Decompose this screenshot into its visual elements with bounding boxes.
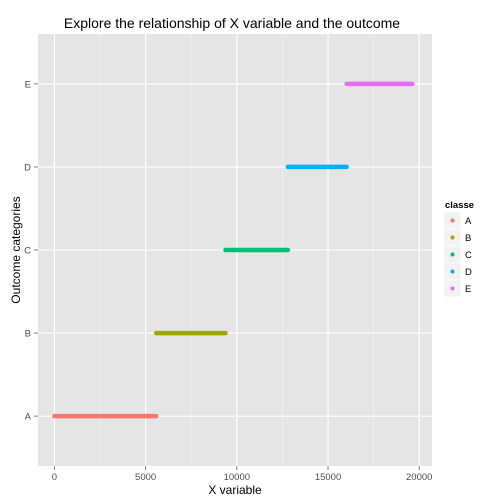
legend-marker-c	[450, 252, 455, 257]
y-tick-label: D	[24, 162, 31, 173]
x-tick-label: 20000	[406, 472, 432, 483]
chart-title: Explore the relationship of X variable a…	[64, 15, 400, 31]
y-axis-title: Outcome categories	[9, 196, 23, 303]
legend-marker-a	[450, 218, 455, 223]
x-tick-label: 15000	[315, 472, 341, 483]
y-tick-label: C	[24, 246, 31, 257]
legend-marker-b	[450, 235, 455, 240]
legend-marker-e	[450, 286, 455, 291]
x-tick-label: 0	[52, 472, 57, 483]
y-tick-label: E	[25, 79, 31, 90]
data-layer	[52, 81, 415, 419]
x-axis: 0 5000 10000 15000 20000	[52, 466, 432, 483]
legend-label-e: E	[465, 284, 471, 295]
x-axis-title: X variable	[208, 483, 262, 497]
legend-label-c: C	[465, 250, 472, 261]
y-axis: A B C D E	[24, 79, 38, 423]
legend-label-d: D	[465, 267, 472, 278]
legend-label-b: B	[465, 233, 471, 244]
x-tick-label: 10000	[224, 472, 250, 483]
x-tick-label: 5000	[135, 472, 156, 483]
legend-marker-d	[450, 269, 455, 274]
legend-title: classe	[445, 200, 474, 211]
y-tick-label: B	[25, 329, 31, 340]
legend-label-a: A	[465, 216, 472, 227]
major-grid	[38, 34, 432, 466]
y-tick-label: A	[25, 412, 32, 423]
